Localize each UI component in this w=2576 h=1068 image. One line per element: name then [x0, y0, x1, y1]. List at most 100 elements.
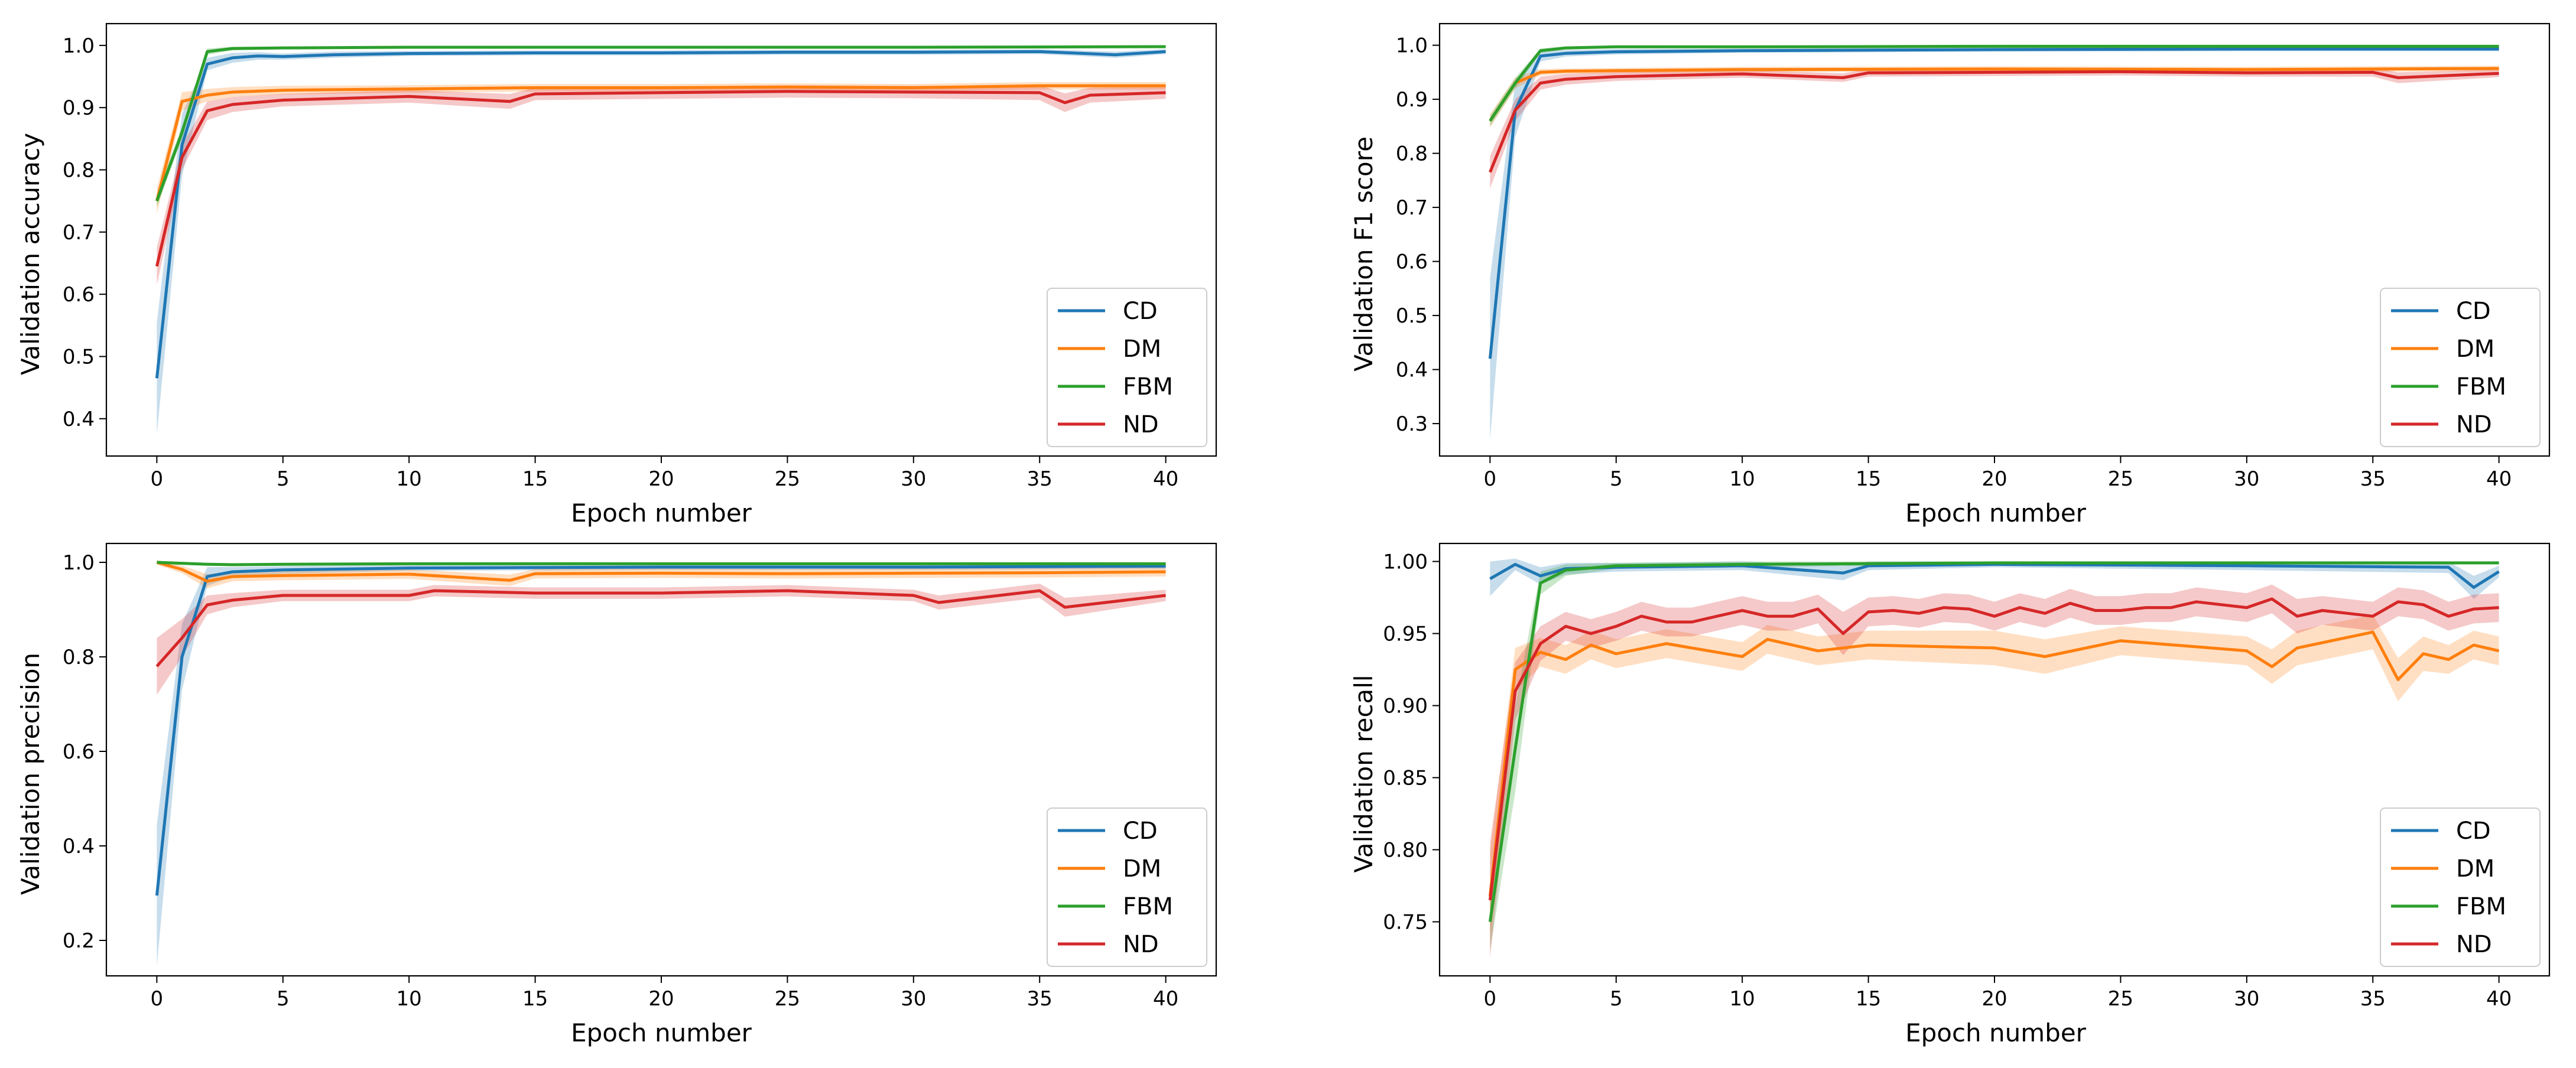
x-tick-label: 20: [1981, 467, 2007, 491]
x-tick-label: 30: [2234, 987, 2259, 1011]
x-tick-label: 0: [151, 987, 164, 1011]
series-line-nd: [155, 90, 1166, 267]
y-tick-label: 0.5: [63, 345, 95, 369]
precision-chart: Validation precision Epoch number 0 5 10 15…: [16, 542, 1217, 1047]
series-line-dm: [155, 84, 1166, 201]
y-tick-label: 0.9: [63, 96, 95, 120]
x-tick-label: 15: [522, 467, 548, 491]
x-tick-label: 10: [1730, 467, 1755, 491]
legend: CD DM FBM ND: [2380, 288, 2541, 447]
accuracy-chart: Validation accuracy Epoch number 0 5 10 15 2…: [16, 22, 1217, 528]
x-tick-label: 40: [1153, 987, 1178, 1011]
x-tick-label: 25: [775, 467, 800, 491]
y-tick-label: 0.9: [1396, 88, 1428, 112]
f1-score-chart: Validation F1 score Epoch number 0 5 10 15 2…: [1349, 22, 2551, 528]
y-axis-label: Validation accuracy: [16, 133, 45, 375]
series-line-nd: [1488, 597, 2499, 901]
plot-area: [1488, 44, 2499, 440]
y-tick-label: 0.6: [1396, 250, 1428, 274]
y-tick-label: 1.0: [63, 551, 95, 575]
x-tick-label: 5: [1610, 987, 1623, 1011]
x-tick-label: 0: [151, 467, 164, 491]
plot-area: [155, 560, 1166, 966]
x-tick-label: 10: [397, 467, 422, 491]
x-tick-label: 25: [2108, 467, 2133, 491]
legend: CD DM FBM ND: [2380, 807, 2541, 967]
x-tick-label: 20: [1981, 987, 2007, 1011]
legend-label-fbm: FBM: [2456, 893, 2506, 920]
legend: CD DM FBM ND: [1047, 288, 1207, 447]
x-tick-label: 0: [1484, 467, 1497, 491]
legend-label-cd: CD: [2456, 298, 2491, 325]
y-axis-label: Validation F1 score: [1349, 136, 1378, 372]
x-axis-label: Epoch number: [1905, 499, 2087, 528]
y-tick-label: 0.75: [1383, 911, 1428, 934]
y-tick-label: 1.0: [1396, 34, 1428, 58]
x-tick-label: 35: [1027, 987, 1053, 1011]
x-tick-label: 40: [2486, 467, 2512, 491]
y-tick-label: 0.6: [63, 283, 95, 307]
x-axis-label: Epoch number: [571, 499, 752, 528]
legend-frame: [2380, 288, 2541, 447]
y-tick-label: 0.8: [63, 646, 95, 669]
plot-area: [1488, 558, 2500, 958]
y-tick-label: 0.8: [1396, 142, 1428, 166]
x-tick-label: 5: [277, 987, 290, 1011]
x-tick-label: 0: [1484, 987, 1497, 1011]
x-axis-label: Epoch number: [571, 1018, 752, 1047]
plot-area: [155, 45, 1166, 435]
confidence-band-nd: [157, 85, 1166, 285]
x-tick-label: 25: [775, 987, 800, 1011]
y-tick-label: 0.95: [1383, 623, 1428, 646]
legend-label-cd: CD: [2456, 818, 2491, 845]
legend-label-nd: ND: [2456, 411, 2492, 438]
y-tick-label: 0.90: [1383, 695, 1428, 718]
y-tick-label: 0.4: [1396, 359, 1428, 382]
series-line-dm: [1489, 67, 2499, 122]
y-tick-label: 0.3: [1396, 412, 1428, 436]
x-tick-label: 35: [2360, 987, 2386, 1011]
legend-label-nd: ND: [1123, 411, 1159, 438]
confidence-band-nd: [157, 584, 1166, 695]
series-line-nd: [155, 589, 1166, 668]
legend-frame: [1047, 288, 1207, 447]
legend: CD DM FBM ND: [1047, 807, 1207, 967]
legend-label-cd: CD: [1123, 818, 1158, 845]
x-tick-label: 40: [1153, 467, 1178, 491]
x-tick-label: 10: [1730, 987, 1755, 1011]
confidence-band-nd: [1490, 68, 2499, 189]
x-tick-label: 15: [1856, 987, 1881, 1011]
y-axis-label: Validation precision: [16, 653, 45, 895]
legend-label-fbm: FBM: [1123, 893, 1173, 920]
confidence-band-cd: [1490, 558, 2499, 599]
y-tick-label: 0.7: [1396, 196, 1428, 220]
x-tick-label: 30: [901, 467, 926, 491]
x-tick-label: 20: [648, 467, 674, 491]
x-tick-label: 30: [2234, 467, 2259, 491]
legend-frame: [1047, 807, 1207, 967]
series-line-cd: [1488, 47, 2499, 359]
y-tick-label: 0.4: [63, 408, 95, 431]
series-line-cd: [155, 50, 1166, 379]
x-tick-label: 25: [2108, 987, 2133, 1011]
y-tick-label: 0.2: [63, 929, 95, 953]
series-line-dm: [156, 561, 1166, 583]
x-tick-label: 20: [648, 987, 674, 1011]
y-tick-label: 1.00: [1383, 551, 1428, 574]
x-tick-label: 35: [2360, 467, 2386, 491]
y-tick-label: 0.7: [63, 221, 95, 245]
legend-label-fbm: FBM: [1123, 373, 1173, 400]
x-tick-label: 15: [522, 987, 548, 1011]
legend-label-dm: DM: [1123, 855, 1161, 883]
y-tick-label: 0.8: [63, 159, 95, 183]
legend-label-cd: CD: [1123, 298, 1158, 325]
y-axis-label: Validation recall: [1349, 675, 1378, 872]
legend-label-nd: ND: [1123, 931, 1159, 958]
legend-label-nd: ND: [2456, 931, 2492, 958]
legend-label-fbm: FBM: [2456, 373, 2506, 400]
legend-label-dm: DM: [1123, 336, 1161, 363]
legend-frame: [2380, 807, 2541, 967]
x-tick-label: 5: [277, 467, 290, 491]
